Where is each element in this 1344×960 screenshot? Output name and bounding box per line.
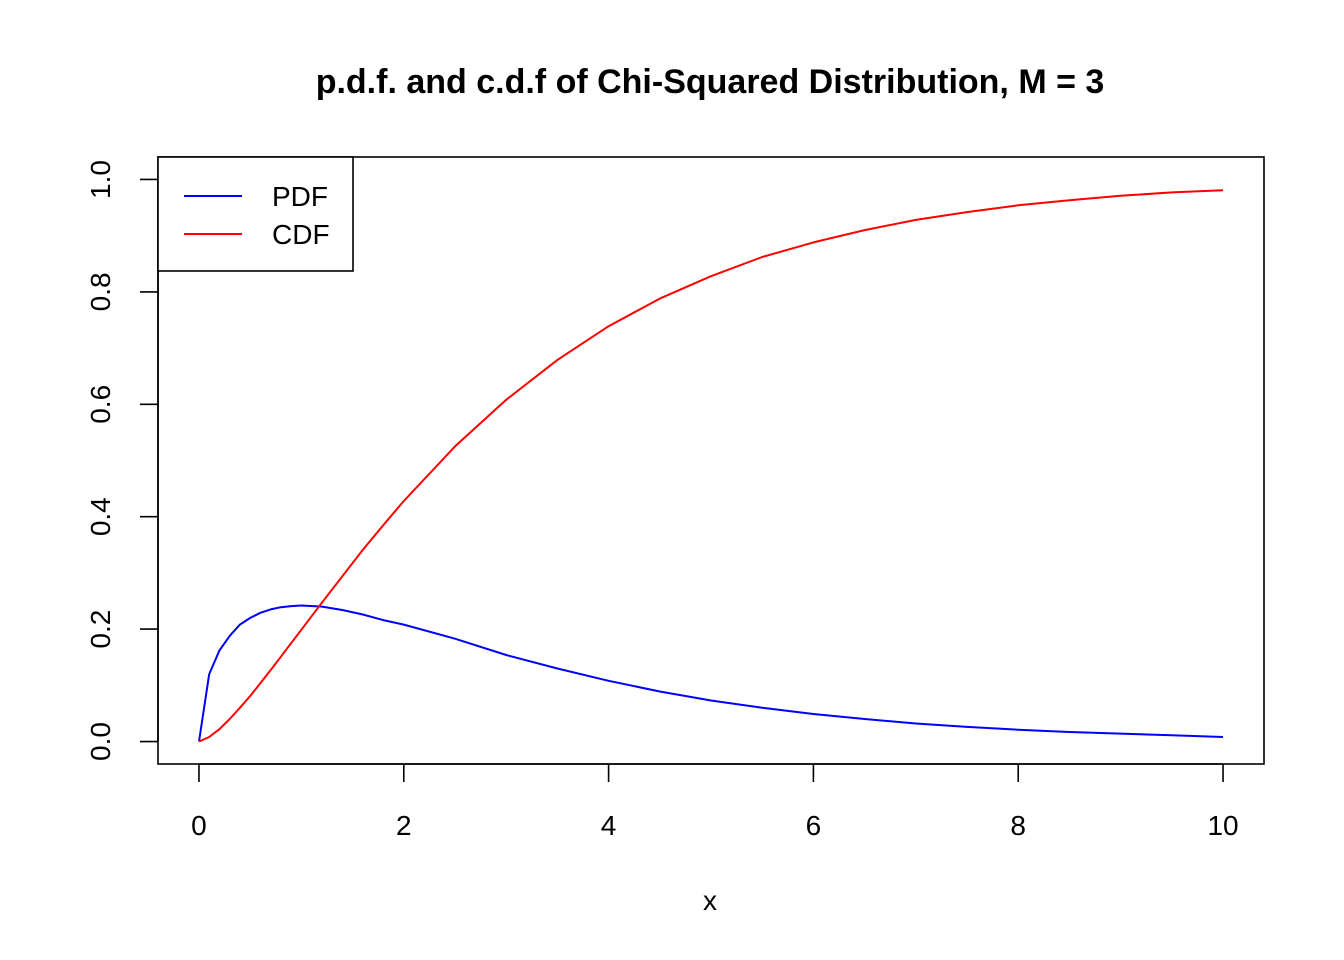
x-tick-label: 6 bbox=[806, 810, 822, 841]
legend: PDF CDF bbox=[157, 156, 354, 272]
x-tick-label: 8 bbox=[1010, 810, 1026, 841]
x-tick-label: 10 bbox=[1207, 810, 1238, 841]
x-tick-label: 2 bbox=[396, 810, 412, 841]
y-tick-label: 0.8 bbox=[85, 272, 116, 311]
y-tick-label: 0.0 bbox=[85, 722, 116, 761]
y-tick-label: 1.0 bbox=[85, 160, 116, 199]
y-tick-label: 0.2 bbox=[85, 610, 116, 649]
y-tick-label: 0.4 bbox=[85, 497, 116, 536]
series-layer bbox=[198, 189, 1224, 743]
y-axis: 0.0 0.2 0.4 0.6 0.8 1.0 bbox=[85, 160, 159, 761]
chart-title: p.d.f. and c.d.f of Chi-Squared Distribu… bbox=[316, 63, 1105, 101]
legend-label-pdf: PDF bbox=[272, 181, 328, 212]
x-tick-label: 4 bbox=[601, 810, 617, 841]
x-axis: 0 2 4 6 8 10 bbox=[191, 763, 1239, 841]
series-line-cdf bbox=[198, 189, 1224, 743]
series-line-pdf bbox=[198, 604, 1224, 742]
legend-box bbox=[157, 156, 354, 272]
y-tick-label: 0.6 bbox=[85, 385, 116, 424]
x-axis-title: x bbox=[703, 885, 717, 916]
legend-label-cdf: CDF bbox=[272, 219, 330, 250]
x-tick-label: 0 bbox=[191, 810, 207, 841]
